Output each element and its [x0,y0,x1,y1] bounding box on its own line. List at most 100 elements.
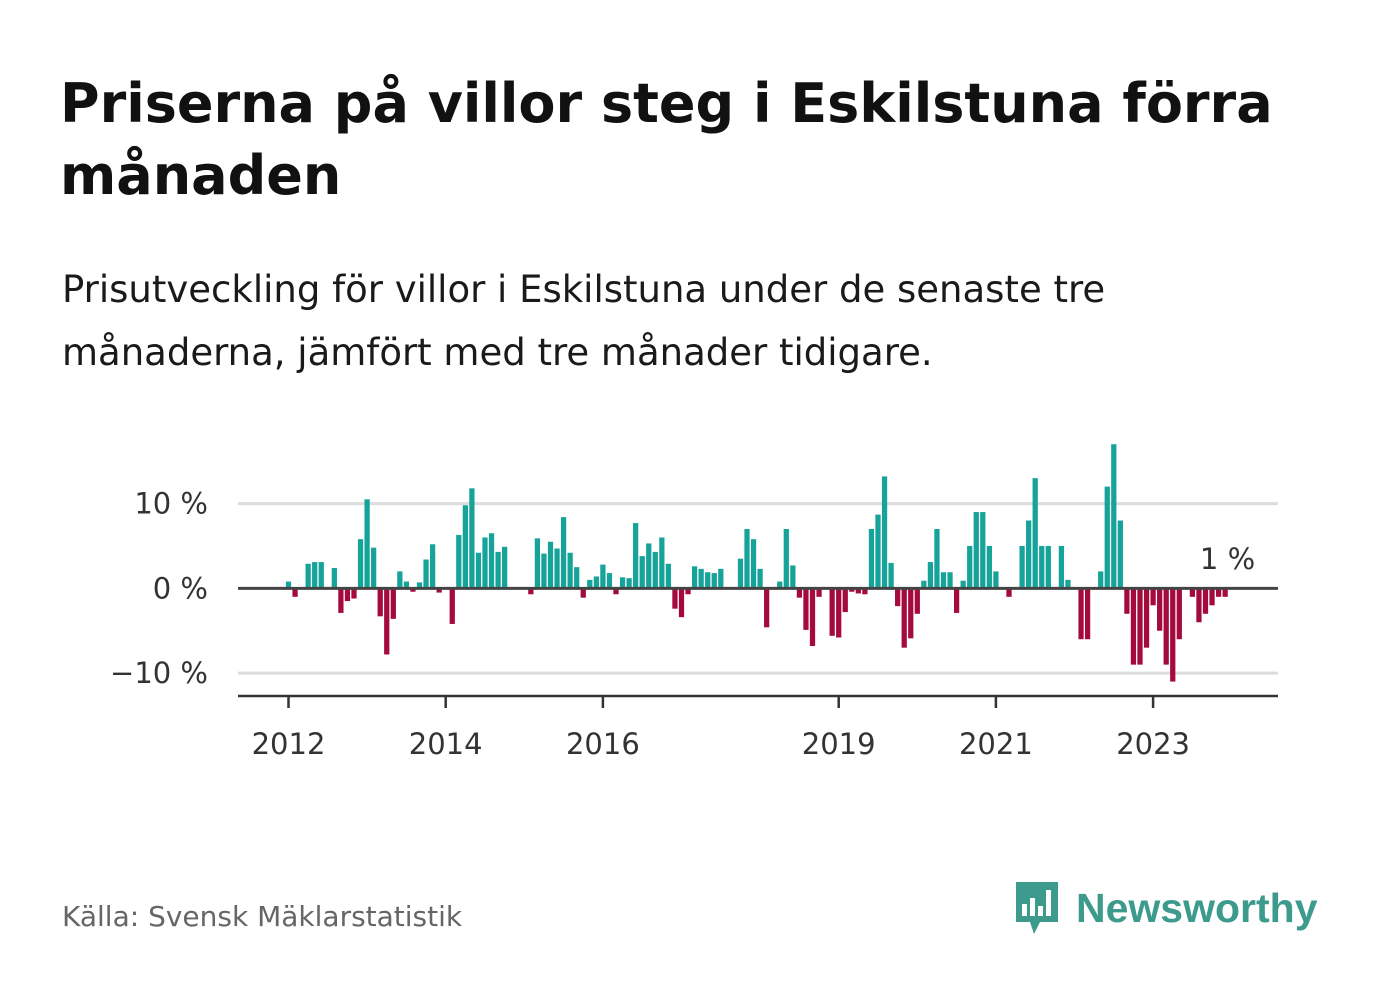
bar [626,578,632,589]
bar [934,529,940,589]
bar [705,572,711,589]
bar [580,588,586,598]
bar [646,543,652,589]
bar [685,588,691,595]
y-tick-label: 0 % [153,571,208,605]
bar [665,563,672,589]
bar [849,588,855,592]
bar [816,588,822,597]
bar [1084,588,1091,640]
bar [600,564,606,589]
bar [1176,588,1182,640]
bar [783,529,789,589]
bar [678,588,685,618]
bar [371,547,377,589]
bar [842,588,848,613]
bar [993,571,999,589]
bar [652,551,658,589]
bar [764,588,770,628]
bar [1026,520,1032,589]
bar [672,588,678,609]
bar [397,571,403,589]
bar [587,579,593,589]
bar [888,562,894,589]
y-tick-label: −10 % [110,656,208,690]
bar-series [285,444,1228,682]
bar [1124,588,1130,614]
bar [292,588,298,597]
bar [423,559,429,589]
bar [344,588,351,602]
bar [953,588,960,613]
bar [619,577,626,589]
source-note: Källa: Svensk Mäklarstatistik [62,900,463,933]
bar [718,568,724,589]
bar [757,568,763,589]
bar [980,512,986,589]
chart-subtitle: Prisutveckling för villor i Eskilstuna u… [62,268,1106,374]
bar [1202,588,1209,614]
tick-labels: 10 % 0 % −10 % 2012 2014 2016 2019 2021 2023 1 % [110,487,1255,761]
bar [908,588,914,639]
bar [796,588,803,598]
bar [1032,478,1038,589]
bar [495,551,501,589]
bar [429,544,436,589]
bar [560,517,567,589]
bar [1039,545,1045,589]
bar [331,568,337,589]
bar [901,588,907,648]
x-tick-label: 2012 [252,727,326,761]
bar [1170,588,1176,682]
bar [436,588,442,593]
bar [482,537,488,589]
bar [534,538,541,589]
bar [973,512,979,589]
x-tick-label: 2014 [409,727,483,761]
bar [659,537,665,589]
bar [462,505,468,589]
bar [357,539,364,589]
bar [881,476,888,589]
bar [986,545,992,589]
bar [836,588,842,638]
bar [469,488,475,589]
bar [1019,545,1025,589]
bar [1078,588,1084,640]
brand-logo: Newsworthy [1012,878,1318,938]
bar [1111,444,1117,589]
bar [875,514,881,589]
bar [1137,588,1143,665]
x-tick-label: 2019 [802,727,876,761]
bar [528,588,534,595]
bar [1143,588,1150,648]
bar [574,567,580,589]
bar [377,588,383,617]
bar [960,580,966,589]
bar [1098,571,1104,589]
bar [613,588,619,595]
bar [502,546,508,589]
bar [1163,588,1169,665]
bar [416,582,423,589]
bar [803,588,809,630]
bar [1209,588,1215,606]
bar [318,562,324,589]
bar [1058,545,1065,589]
bar [1130,588,1137,665]
bar [1215,588,1222,597]
bar [312,562,318,589]
bar [855,588,861,594]
bar [364,499,370,589]
chart-title: Priserna på villor steg i Eskilstuna för… [60,72,1273,207]
bar [541,553,547,589]
x-tick-label: 2016 [566,727,640,761]
bar [862,588,868,595]
bar [449,588,455,624]
bar [1189,588,1196,597]
bar [1222,588,1228,597]
bar [338,588,344,613]
bar [777,581,783,589]
bar [384,588,390,655]
